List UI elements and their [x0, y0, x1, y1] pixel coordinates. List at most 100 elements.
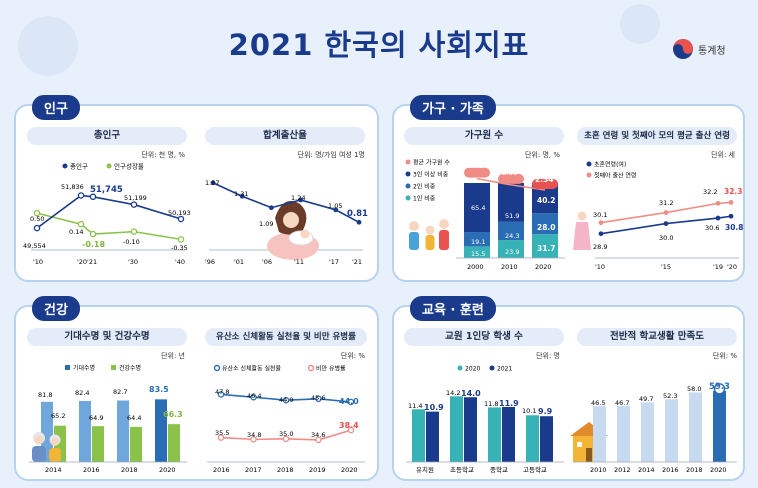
- bar-two-person: [498, 221, 524, 241]
- data-label: 35.0: [279, 430, 293, 438]
- bar-2021: [502, 406, 515, 462]
- legend: 기대수명 건강수명: [65, 364, 141, 372]
- avg-badge: [498, 173, 524, 184]
- satisfaction-bar: [689, 392, 702, 462]
- x-tick-label: 2018: [686, 466, 703, 474]
- page-title: 2021 한국의 사회지표: [228, 28, 530, 62]
- unit-label: 단위: 명/가임 여성 1명: [297, 151, 365, 159]
- growth-line: [36, 212, 182, 241]
- satisfaction-bar: [593, 406, 606, 462]
- data-label: 59.3: [709, 382, 730, 392]
- legend-marker: [586, 172, 592, 178]
- data-label: 11.8: [484, 400, 498, 408]
- data-label: 31.2: [659, 199, 673, 207]
- unit-label: 단위: 천 명, %: [141, 151, 185, 159]
- x-tick-label: 2000: [467, 263, 484, 271]
- data-label: 24.3: [505, 232, 519, 240]
- legend-label: 3인 이상 비중: [413, 171, 449, 179]
- legend-label: 첫째아 출산 연령: [594, 172, 636, 180]
- x-tick-label: '19: [713, 263, 723, 271]
- birth-age-point: [663, 210, 669, 215]
- legend: 2020 2021: [457, 365, 512, 373]
- satisfaction-bar: [713, 390, 726, 462]
- growth-point: [177, 236, 185, 243]
- x-tick-label: 2017: [245, 466, 262, 474]
- avg-label: 2.34: [535, 175, 554, 184]
- x-tick-label: '10: [595, 263, 605, 271]
- data-label: 14.0: [461, 389, 481, 398]
- x-tick-label: 2016: [662, 466, 679, 474]
- chart-title: 가구원 수: [404, 127, 564, 145]
- legend-marker: [405, 195, 411, 201]
- bar-three-plus: [464, 183, 490, 233]
- chart-title: 기대수명 및 건강수명: [27, 328, 187, 346]
- data-label: 34.8: [247, 431, 261, 439]
- population-point: [177, 215, 185, 223]
- birth-age-point: [598, 220, 604, 226]
- data-label: 66.3: [163, 410, 183, 419]
- data-label: 81.8: [38, 391, 52, 399]
- bar-2020: [450, 396, 463, 462]
- chart-title: 총인구: [27, 127, 187, 145]
- legend-marker: [489, 365, 495, 371]
- x-tick-label: '30: [128, 258, 138, 266]
- marriage-age-line: [600, 215, 732, 235]
- section-tag-education: 교육 · 훈련: [410, 296, 496, 321]
- birth-age-point: [715, 200, 721, 206]
- data-label: 19.1: [471, 238, 485, 246]
- data-label: 30.6: [705, 224, 719, 232]
- household-avg-badges: 3.12 2.69 2.34: [464, 162, 558, 189]
- x-tick-label: 2014: [45, 466, 62, 474]
- x-tick-label: '40: [175, 258, 185, 266]
- obesity-point: [347, 426, 355, 434]
- x-tick-label: 2020: [159, 466, 176, 474]
- data-label: 49.7: [639, 395, 653, 403]
- unit-label: 단위: %: [340, 352, 365, 360]
- x-tick-label: 2020: [341, 466, 358, 474]
- avg-label: 3.12: [468, 162, 484, 170]
- taegeuk-icon: [673, 39, 693, 59]
- population-point: [89, 193, 97, 201]
- activity-point: [250, 393, 257, 401]
- marriage-age-point: [598, 231, 604, 237]
- data-label: 15.5: [471, 250, 485, 258]
- unit-label: 단위: 년: [161, 352, 185, 360]
- x-tick-label: 2012: [614, 466, 631, 474]
- school-satisfaction-chart: 2010 2012 2014 2016 2018 2020 46.5 46.7 …: [570, 382, 737, 474]
- data-label: 10.9: [424, 403, 444, 412]
- obesity-point: [282, 435, 290, 443]
- data-label: 58.0: [687, 385, 701, 393]
- data-label: 44.0: [339, 397, 359, 406]
- chart-title: 유산소 신체활동 실천율 및 비만 유병률: [205, 328, 367, 346]
- x-tick-label: '21: [352, 258, 362, 266]
- agency-name: 통계청: [698, 45, 726, 57]
- data-label: 11.4: [408, 402, 422, 410]
- activity-obesity-chart: 유산소 신체활동 실천율 비만 유병률 2016 2017 2018 2019 …: [207, 365, 365, 474]
- x-tick-label: '96: [205, 258, 215, 266]
- data-label: 38.4: [339, 421, 359, 430]
- legend-marker: [405, 159, 411, 165]
- data-label: 50,193: [168, 209, 191, 217]
- family-illustration: [409, 219, 449, 250]
- data-label: 34.6: [311, 431, 325, 439]
- obesity-point: [217, 434, 225, 441]
- data-label: 44.9: [279, 396, 293, 404]
- background-dot: [18, 16, 78, 76]
- growth-point: [33, 209, 41, 217]
- bar-one-person: [532, 234, 558, 258]
- legend-label: 비만 유병률: [316, 365, 346, 373]
- unit-label: 단위: 세: [711, 151, 735, 159]
- data-label: 32.3: [724, 187, 743, 196]
- life-expectancy-chart: 기대수명 건강수명 2014 2016 2018 2020 81.8 82.4 …: [29, 364, 187, 474]
- satisfaction-bar: [617, 405, 630, 462]
- x-tick-label: 유치원: [416, 465, 434, 474]
- legend-label: 총인구: [70, 162, 88, 171]
- data-label: 28.9: [593, 243, 607, 251]
- legend-label: 초혼연령(여): [594, 161, 626, 169]
- legend-marker: [111, 365, 116, 370]
- marriage-age-point: [715, 215, 721, 221]
- legend-marker: [62, 163, 68, 169]
- avg-badge: [464, 167, 490, 178]
- x-tick-label: '15: [661, 263, 671, 271]
- data-label: 46.7: [615, 399, 629, 407]
